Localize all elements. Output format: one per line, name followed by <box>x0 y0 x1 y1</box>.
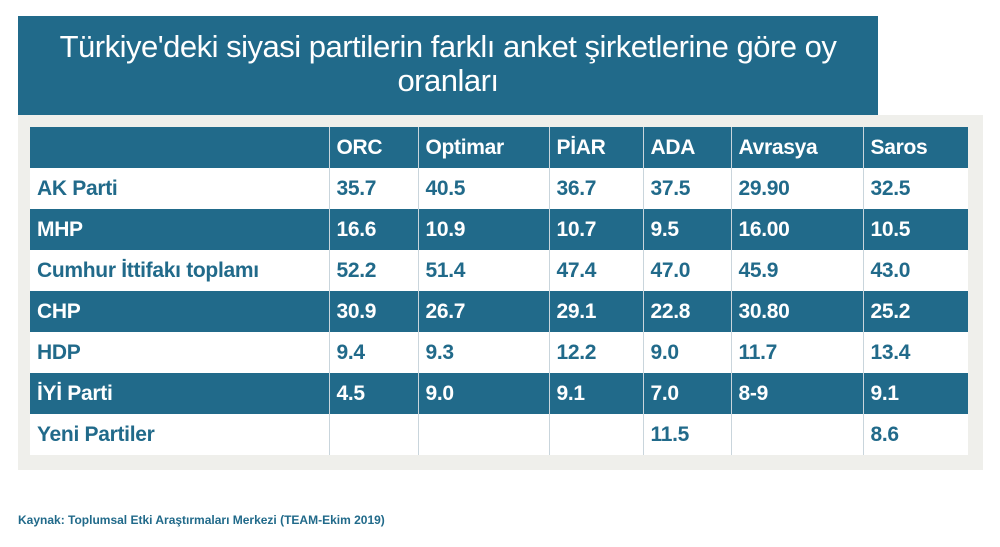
cell-piar <box>549 414 644 455</box>
row-label: CHP <box>30 291 330 332</box>
row-label: İYİ Parti <box>30 373 330 414</box>
row-label: AK Parti <box>30 168 330 209</box>
cell-saros: 9.1 <box>863 373 968 414</box>
column-header-optimar: Optimar <box>418 127 550 168</box>
cell-optimar: 51.4 <box>418 250 550 291</box>
cell-piar: 12.2 <box>549 332 644 373</box>
cell-ada: 22.8 <box>643 291 732 332</box>
table-row-cumhur-ittifaki: Cumhur İttifakı toplamı 52.2 51.4 47.4 4… <box>30 250 968 291</box>
cell-ada: 47.0 <box>643 250 732 291</box>
column-header-piar: PİAR <box>549 127 644 168</box>
cell-avrasya: 8-9 <box>731 373 864 414</box>
cell-avrasya <box>731 414 864 455</box>
cell-piar: 36.7 <box>549 168 644 209</box>
cell-orc: 4.5 <box>329 373 419 414</box>
row-label: HDP <box>30 332 330 373</box>
cell-optimar: 9.3 <box>418 332 550 373</box>
cell-avrasya: 45.9 <box>731 250 864 291</box>
cell-avrasya: 11.7 <box>731 332 864 373</box>
cell-ada: 11.5 <box>643 414 732 455</box>
cell-orc: 16.6 <box>329 209 419 250</box>
cell-optimar <box>418 414 550 455</box>
table-row-hdp: HDP 9.4 9.3 12.2 9.0 11.7 13.4 <box>30 332 968 373</box>
column-header-orc: ORC <box>329 127 419 168</box>
column-header-avrasya: Avrasya <box>731 127 864 168</box>
table-header-row: ORC Optimar PİAR ADA Avrasya Saros <box>30 127 968 168</box>
table-row-chp: CHP 30.9 26.7 29.1 22.8 30.80 25.2 <box>30 291 968 332</box>
cell-piar: 10.7 <box>549 209 644 250</box>
source-note: Kaynak: Toplumsal Etki Araştırmaları Mer… <box>18 513 385 527</box>
cell-orc <box>329 414 419 455</box>
cell-piar: 9.1 <box>549 373 644 414</box>
cell-orc: 9.4 <box>329 332 419 373</box>
row-label: Cumhur İttifakı toplamı <box>30 250 330 291</box>
cell-saros: 8.6 <box>863 414 968 455</box>
cell-orc: 30.9 <box>329 291 419 332</box>
page-title: Türkiye'deki siyasi partilerin farklı an… <box>59 28 837 98</box>
table-row-yeni-partiler: Yeni Partiler 11.5 8.6 <box>30 414 968 455</box>
row-label: Yeni Partiler <box>30 414 330 455</box>
row-label: MHP <box>30 209 330 250</box>
cell-saros: 25.2 <box>863 291 968 332</box>
cell-optimar: 9.0 <box>418 373 550 414</box>
poll-table: ORC Optimar PİAR ADA Avrasya Saros AK Pa… <box>30 127 968 455</box>
table-row-ak-parti: AK Parti 35.7 40.5 36.7 37.5 29.90 32.5 <box>30 168 968 209</box>
column-header-ada: ADA <box>643 127 732 168</box>
cell-optimar: 10.9 <box>418 209 550 250</box>
cell-ada: 37.5 <box>643 168 732 209</box>
cell-ada: 7.0 <box>643 373 732 414</box>
cell-saros: 32.5 <box>863 168 968 209</box>
cell-piar: 29.1 <box>549 291 644 332</box>
table-row-iyi-parti: İYİ Parti 4.5 9.0 9.1 7.0 8-9 9.1 <box>30 373 968 414</box>
title-banner: Türkiye'deki siyasi partilerin farklı an… <box>18 16 878 115</box>
column-header-saros: Saros <box>863 127 968 168</box>
cell-saros: 13.4 <box>863 332 968 373</box>
cell-ada: 9.5 <box>643 209 732 250</box>
cell-orc: 35.7 <box>329 168 419 209</box>
column-header-party <box>30 127 330 168</box>
cell-saros: 10.5 <box>863 209 968 250</box>
cell-avrasya: 29.90 <box>731 168 864 209</box>
cell-avrasya: 30.80 <box>731 291 864 332</box>
cell-optimar: 26.7 <box>418 291 550 332</box>
cell-ada: 9.0 <box>643 332 732 373</box>
cell-saros: 43.0 <box>863 250 968 291</box>
cell-optimar: 40.5 <box>418 168 550 209</box>
cell-avrasya: 16.00 <box>731 209 864 250</box>
cell-orc: 52.2 <box>329 250 419 291</box>
cell-piar: 47.4 <box>549 250 644 291</box>
table-row-mhp: MHP 16.6 10.9 10.7 9.5 16.00 10.5 <box>30 209 968 250</box>
